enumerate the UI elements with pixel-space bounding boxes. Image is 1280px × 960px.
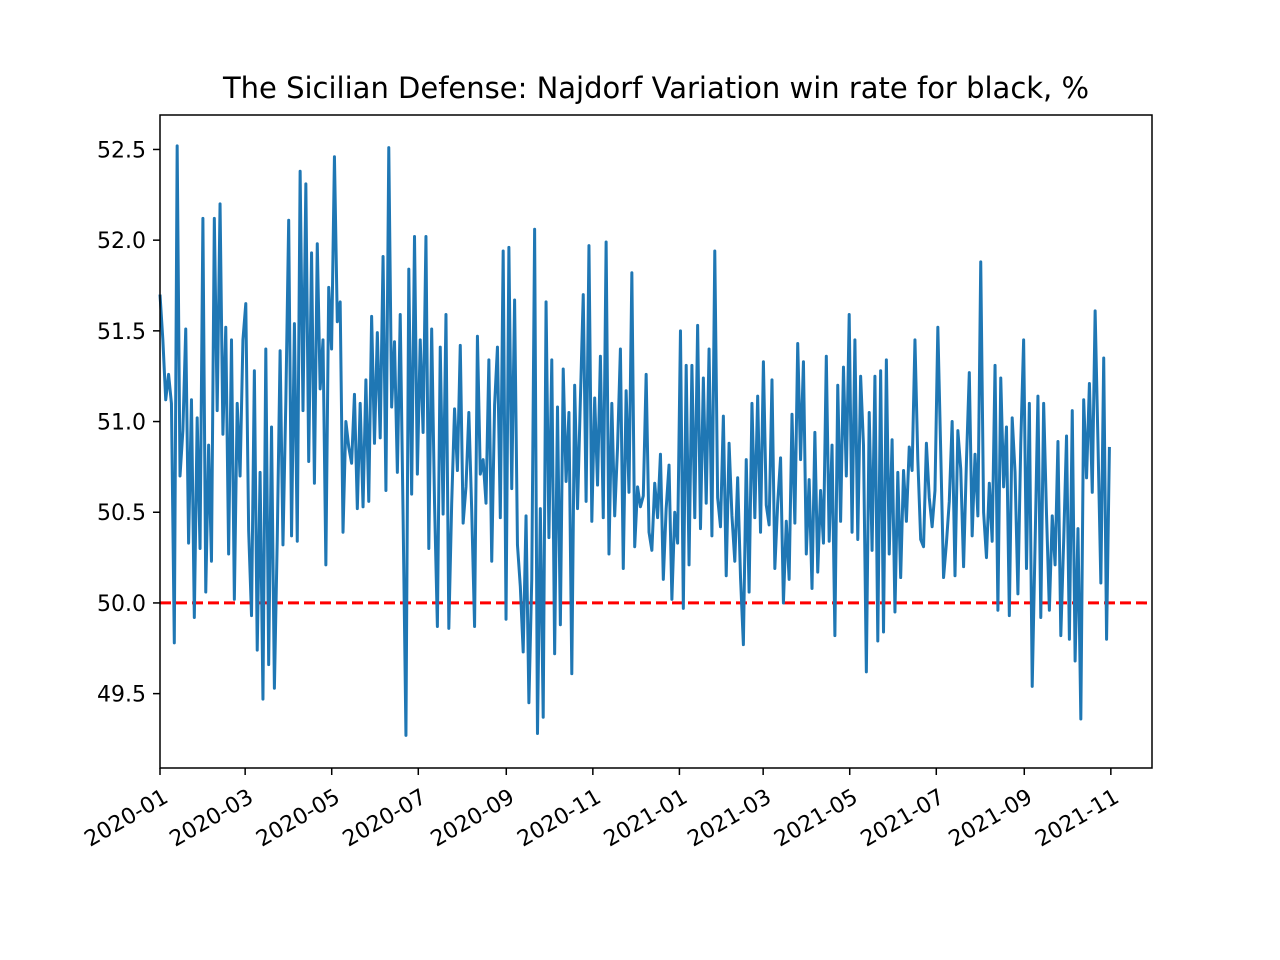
y-tick-label: 50.5 <box>97 501 146 526</box>
plot-frame <box>159 114 1153 769</box>
y-tick-label: 51.5 <box>97 320 146 345</box>
y-tick-label: 50.0 <box>97 592 146 617</box>
y-tick-label: 49.5 <box>97 683 146 708</box>
y-axis: 49.5 50.0 50.5 51.0 51.5 52.0 52.5 <box>97 138 160 708</box>
series-layer <box>158 144 1111 737</box>
chart-title: The Sicilian Defense: Najdorf Variation … <box>222 71 1089 105</box>
series-line <box>158 144 1111 737</box>
y-tick-label: 51.0 <box>97 411 146 436</box>
y-tick-label: 52.0 <box>97 229 146 254</box>
y-tick-label: 52.5 <box>97 138 146 163</box>
